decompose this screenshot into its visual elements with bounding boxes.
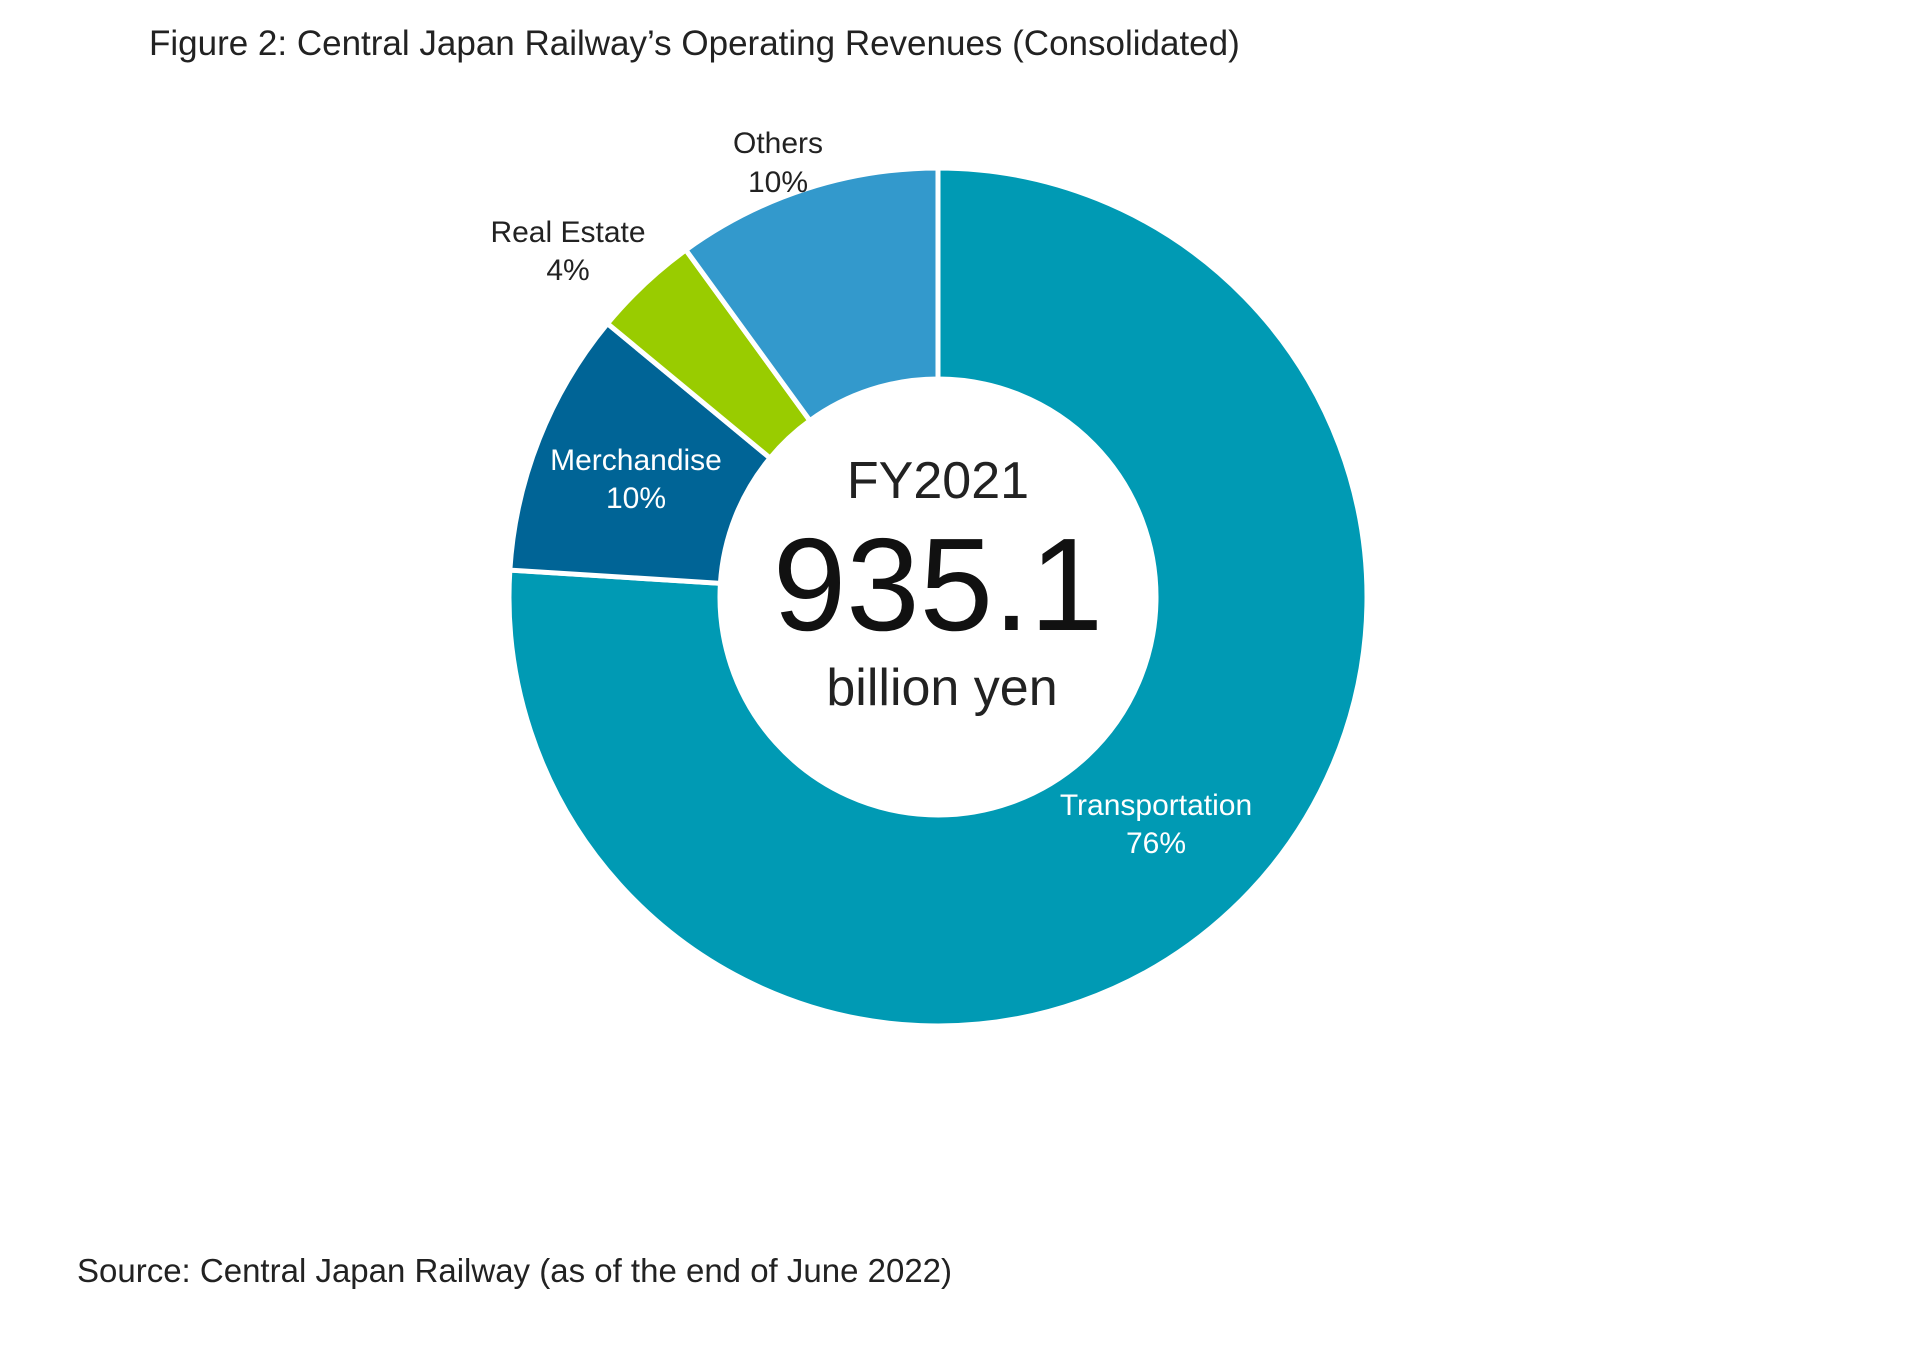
slice-transportation	[506, 165, 1370, 1029]
slice-label-percent: 10%	[606, 482, 666, 515]
source-note: Source: Central Japan Railway (as of the…	[77, 1252, 953, 1289]
slice-label-name: Merchandise	[550, 444, 722, 477]
slice-label-percent: 4%	[546, 254, 589, 287]
center-value: 935.1	[773, 511, 1103, 658]
chart-title: Figure 2: Central Japan Railway’s Operat…	[149, 24, 1240, 63]
slice-others	[682, 165, 941, 425]
slice-label-percent: 10%	[748, 166, 808, 199]
center-year: FY2021	[847, 452, 1029, 510]
center-unit: billion yen	[826, 659, 1057, 717]
slice-label-percent: 76%	[1126, 827, 1186, 860]
slice-label-name: Transportation	[1060, 789, 1252, 822]
slice-label-name: Real Estate	[490, 216, 645, 249]
slice-label-name: Others	[733, 127, 823, 160]
